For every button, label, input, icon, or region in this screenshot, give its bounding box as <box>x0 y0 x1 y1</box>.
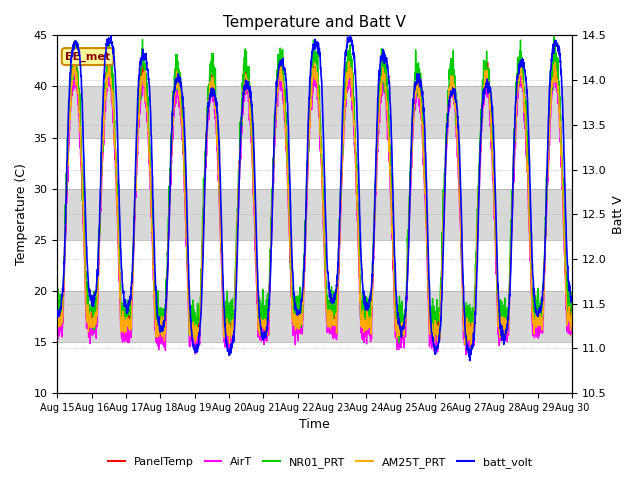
Bar <box>58 36 572 86</box>
Y-axis label: Temperature (C): Temperature (C) <box>15 163 28 265</box>
Bar <box>58 86 572 138</box>
Bar <box>58 291 572 342</box>
Bar <box>58 138 572 189</box>
Y-axis label: Batt V: Batt V <box>612 195 625 234</box>
Bar <box>58 240 572 291</box>
Bar <box>58 189 572 240</box>
Bar <box>58 342 572 393</box>
Legend: PanelTemp, AirT, NR01_PRT, AM25T_PRT, batt_volt: PanelTemp, AirT, NR01_PRT, AM25T_PRT, ba… <box>104 452 536 472</box>
X-axis label: Time: Time <box>300 419 330 432</box>
Title: Temperature and Batt V: Temperature and Batt V <box>223 15 406 30</box>
Text: EE_met: EE_met <box>65 51 110 62</box>
